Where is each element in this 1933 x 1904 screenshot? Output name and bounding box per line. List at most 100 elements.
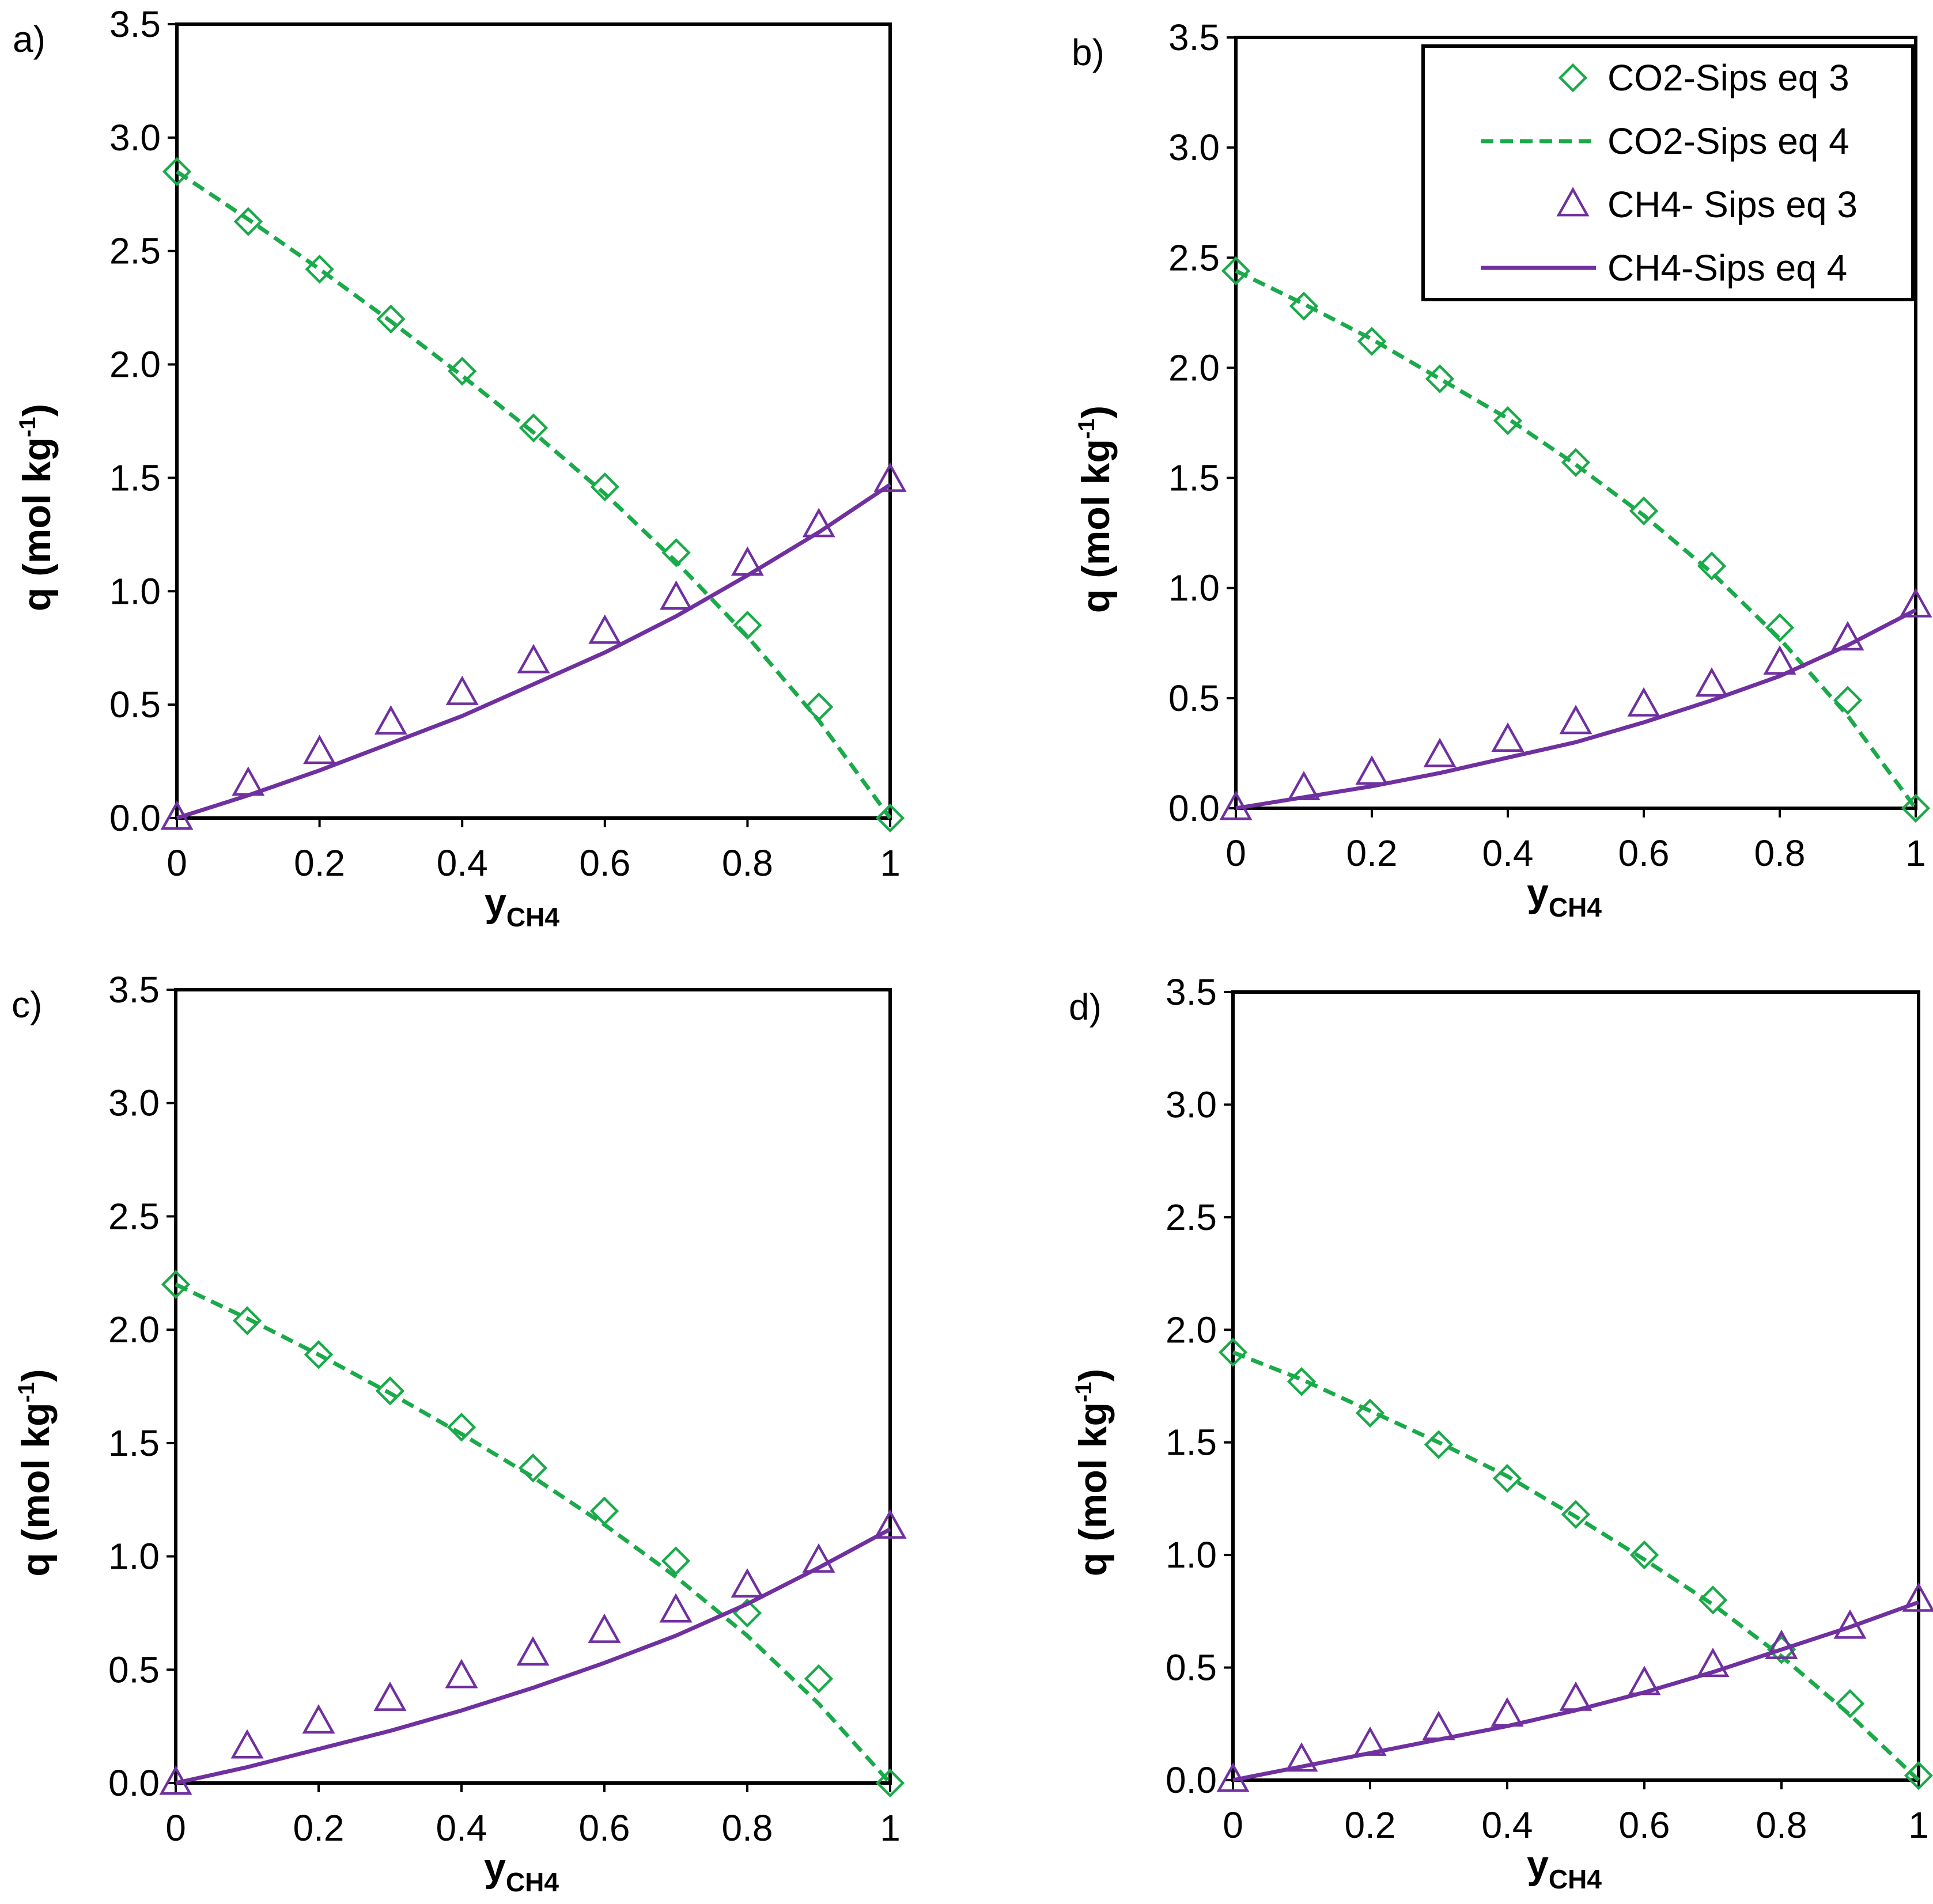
series-line-ch4-sips-eq-4	[175, 1527, 891, 1785]
y-tick-label: 3.0	[108, 1082, 160, 1124]
panel-label: c)	[12, 984, 42, 1025]
data-point-co2-sips-eq-3	[1492, 1464, 1522, 1493]
legend-marker-diamond	[1558, 63, 1588, 93]
data-point-ch4-sips-eq-3	[516, 1636, 550, 1666]
x-tick-label: 0	[1223, 1804, 1243, 1846]
x-tick-label: 0.4	[437, 842, 488, 884]
data-point-co2-sips-eq-3	[661, 538, 691, 567]
data-point-co2-sips-eq-3	[661, 1546, 691, 1576]
data-point-ch4-sips-eq-3	[588, 614, 622, 644]
data-point-ch4-sips-eq-3	[1491, 1697, 1524, 1727]
data-point-ch4-sips-eq-3	[1559, 705, 1592, 735]
legend-marker-triangle	[1556, 187, 1590, 217]
y-tick-label: 2.0	[109, 344, 161, 385]
y-tick-label: 3.5	[109, 3, 161, 45]
x-tick-label: 0.6	[1619, 1804, 1670, 1846]
x-tick-label: 0	[167, 842, 187, 884]
x-tick-label: 0.8	[1756, 1804, 1807, 1846]
y-tick-label: 3.0	[109, 117, 161, 158]
plot-frame	[1234, 36, 1917, 810]
series-line-co2-sips-eq-4	[1232, 1350, 1920, 1782]
x-tick-label: 0.2	[1345, 1804, 1396, 1846]
data-point-ch4-sips-eq-3	[1491, 722, 1525, 752]
data-point-co2-sips-eq-3	[1425, 364, 1455, 393]
data-point-ch4-sips-eq-3	[1695, 667, 1728, 697]
x-tick-label: 0.8	[722, 842, 773, 884]
series-line-co2-sips-eq-4	[1235, 269, 1917, 810]
y-axis-label-superscript: -1	[1074, 418, 1099, 439]
data-point-ch4-sips-eq-3	[1765, 1629, 1798, 1659]
y-tick-label: 1.5	[1168, 457, 1220, 499]
x-axis-label: yCH4	[1527, 871, 1602, 922]
data-point-ch4-sips-eq-3	[517, 644, 550, 673]
data-point-ch4-sips-eq-3	[1831, 621, 1864, 651]
data-point-ch4-sips-eq-3	[1763, 645, 1796, 675]
data-point-ch4-sips-eq-3	[1627, 687, 1660, 717]
data-point-co2-sips-eq-3	[804, 1664, 834, 1694]
x-tick-label: 0.4	[1482, 832, 1534, 874]
data-point-co2-sips-eq-3	[1221, 256, 1251, 286]
y-tick-label: 3.5	[1168, 17, 1220, 58]
y-axis-label-main: q (mol kg	[1074, 439, 1118, 613]
data-point-ch4-sips-eq-3	[659, 1593, 693, 1623]
x-tick-label: 0.6	[1618, 832, 1670, 874]
data-point-co2-sips-eq-3	[1698, 1585, 1728, 1615]
y-axis-label: q (mol kg-1)	[14, 1369, 58, 1576]
data-point-ch4-sips-eq-3	[1285, 1742, 1318, 1772]
y-tick-label: 0.5	[108, 1649, 160, 1690]
chart-panel-3: 0.0 0.5 1.0 1.5 2.0 2.5 3.0 3.5 0 0.2 0.4 0.6 0.8 1 c)…	[12, 969, 907, 1897]
y-tick-label: 0.5	[1166, 1647, 1217, 1689]
data-point-ch4-sips-eq-3	[873, 1509, 907, 1539]
y-tick-label: 3.5	[1166, 971, 1217, 1013]
x-tick-label: 1	[1905, 832, 1926, 874]
y-axis-label-superscript: -1	[15, 417, 40, 437]
data-point-ch4-sips-eq-3	[1899, 588, 1932, 618]
data-point-co2-sips-eq-3	[1901, 793, 1931, 823]
x-axis-label: yCH4	[485, 881, 559, 932]
legend: CO2-Sips eq 3 CO2-Sips eq 4 CH4- Sips eq 3…	[1421, 44, 1915, 301]
data-point-co2-sips-eq-3	[233, 207, 263, 236]
data-point-ch4-sips-eq-3	[660, 580, 693, 610]
x-tick-label: 0.8	[1754, 832, 1806, 874]
data-point-co2-sips-eq-3	[1493, 406, 1523, 436]
data-point-co2-sips-eq-3	[447, 1413, 476, 1442]
x-tick-label: 0	[1225, 832, 1246, 874]
legend-entry-label: CO2-Sips eq 4	[1607, 120, 1849, 162]
data-point-ch4-sips-eq-3	[374, 705, 407, 735]
y-tick-label: 3.5	[108, 969, 160, 1010]
series-line-co2-sips-eq-4	[175, 1282, 892, 1785]
plot-frame	[175, 22, 892, 820]
series-line-ch4-sips-eq-4	[1235, 608, 1917, 811]
x-tick-label: 0.2	[294, 842, 345, 884]
y-tick-label: 1.5	[109, 457, 161, 498]
y-tick-label: 1.5	[1166, 1422, 1217, 1463]
data-point-co2-sips-eq-3	[1765, 613, 1795, 642]
y-tick-label: 2.5	[1166, 1197, 1217, 1238]
y-tick-label: 1.0	[109, 570, 161, 612]
y-axis-label: q (mol kg-1)	[1074, 406, 1118, 613]
y-tick-label: 1.0	[108, 1536, 160, 1577]
series-line-ch4-sips-eq-4	[1232, 1600, 1920, 1782]
data-point-ch4-sips-eq-3	[1355, 755, 1389, 785]
panel-label: d)	[1069, 986, 1102, 1028]
y-axis-label-close: )	[15, 404, 59, 417]
y-tick-label: 2.0	[1166, 1309, 1217, 1350]
x-axis-label-subscript: CH4	[1549, 892, 1602, 922]
y-tick-label: 2.5	[108, 1195, 160, 1237]
series-line-co2-sips-eq-4	[176, 169, 892, 820]
y-tick-label: 2.0	[1168, 347, 1220, 388]
y-axis-label-superscript: -1	[1071, 1381, 1096, 1402]
x-axis-label-subscript: CH4	[506, 902, 559, 932]
legend-entry-label: CO2-Sips eq 3	[1607, 57, 1849, 99]
data-point-co2-sips-eq-3	[376, 304, 406, 334]
chart-panel-4: 0.0 0.5 1.0 1.5 2.0 2.5 3.0 3.5 0 0.2 0.4 0.6 0.8 1 d)…	[1069, 971, 1933, 1894]
data-point-co2-sips-eq-3	[1289, 292, 1319, 321]
y-tick-label: 2.0	[108, 1309, 160, 1350]
y-tick-label: 0.5	[1168, 677, 1220, 719]
data-point-co2-sips-eq-3	[1424, 1430, 1454, 1459]
series-line-ch4-sips-eq-4	[176, 483, 891, 820]
data-point-ch4-sips-eq-3	[802, 508, 835, 537]
x-axis-label: yCH4	[1527, 1843, 1602, 1894]
y-axis-label-close: )	[1071, 1369, 1115, 1382]
